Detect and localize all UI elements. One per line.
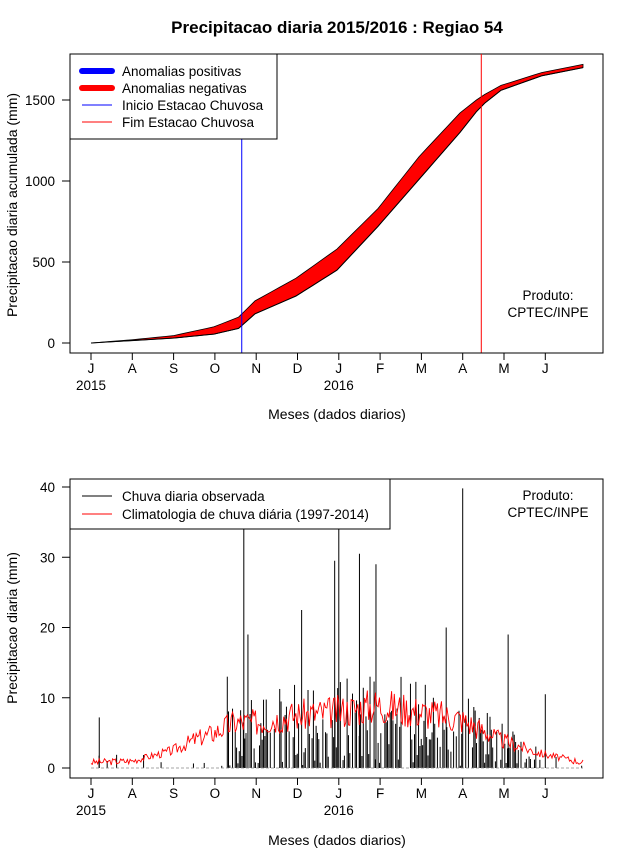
observed-cumulative-line bbox=[90, 67, 584, 344]
y-tick-label: 10 bbox=[40, 691, 55, 706]
x-year-label: 2016 bbox=[324, 803, 354, 818]
legend: Chuva diaria observada Climatologia de c… bbox=[69, 478, 391, 530]
x-tick-label: J bbox=[542, 786, 549, 801]
y-tick-label: 1500 bbox=[25, 93, 55, 108]
x-tick-label: S bbox=[169, 361, 178, 376]
x-tick-label: J bbox=[88, 361, 95, 376]
y-axis: 0 10 20 30 40 bbox=[40, 480, 70, 776]
x-tick-label: O bbox=[210, 786, 221, 801]
x-tick-label: J bbox=[542, 361, 549, 376]
x-tick-label: J bbox=[88, 786, 95, 801]
x-tick-label: J bbox=[335, 361, 342, 376]
x-tick-label: D bbox=[293, 786, 303, 801]
x-tick-label: M bbox=[416, 786, 427, 801]
x-axis: J A S O N D J F M A M J 2015 2016 bbox=[76, 777, 549, 818]
chart-title: Precipitacao diaria 2015/2016 : Regiao 5… bbox=[171, 18, 503, 37]
x-year-label: 2015 bbox=[76, 378, 106, 393]
y-tick-label: 40 bbox=[40, 480, 55, 495]
x-axis-label: Meses (dados diarios) bbox=[268, 832, 406, 848]
x-tick-label: N bbox=[251, 786, 261, 801]
legend-label-positive: Anomalias positivas bbox=[122, 64, 242, 79]
y-axis-label: Precipitacao diaria acumulada (mm) bbox=[4, 93, 20, 317]
legend-box bbox=[69, 478, 391, 530]
legend-box bbox=[69, 53, 278, 140]
x-tick-label: J bbox=[335, 786, 342, 801]
x-tick-label: S bbox=[169, 786, 178, 801]
product-label-line2: CPTEC/INPE bbox=[507, 305, 588, 320]
x-tick-label: D bbox=[293, 361, 303, 376]
product-label-line1: Produto: bbox=[522, 488, 573, 503]
legend-label-start: Inicio Estacao Chuvosa bbox=[122, 98, 264, 113]
legend-label-end: Fim Estacao Chuvosa bbox=[122, 115, 255, 130]
x-tick-label: A bbox=[128, 361, 137, 376]
y-tick-label: 500 bbox=[32, 255, 55, 270]
y-tick-label: 0 bbox=[47, 761, 55, 776]
x-tick-label: A bbox=[128, 786, 137, 801]
legend: Anomalias positivas Anomalias negativas … bbox=[69, 53, 278, 140]
x-tick-label: M bbox=[498, 786, 509, 801]
x-axis-label: Meses (dados diarios) bbox=[268, 406, 406, 422]
cumulative-chart: 0 500 1000 1500 J A S O N D J F M A M J 2015 2016 Precip… bbox=[4, 53, 604, 422]
x-axis: J A S O N D J F M A M J 2015 2016 bbox=[76, 352, 549, 393]
daily-series bbox=[90, 488, 584, 769]
product-label-line1: Produto: bbox=[522, 288, 573, 303]
y-tick-label: 0 bbox=[47, 336, 55, 351]
x-year-label: 2015 bbox=[76, 803, 106, 818]
x-tick-label: A bbox=[458, 786, 467, 801]
x-tick-label: N bbox=[251, 361, 261, 376]
x-tick-label: O bbox=[210, 361, 221, 376]
legend-label-climatology: Climatologia de chuva diária (1997-2014) bbox=[122, 507, 369, 522]
climatology-line bbox=[90, 690, 584, 766]
product-label-line2: CPTEC/INPE bbox=[507, 505, 588, 520]
y-tick-label: 1000 bbox=[25, 174, 55, 189]
x-tick-label: F bbox=[376, 786, 384, 801]
x-tick-label: M bbox=[498, 361, 509, 376]
x-tick-label: A bbox=[458, 361, 467, 376]
y-axis-label: Precipitacao diaria (mm) bbox=[4, 552, 20, 704]
legend-label-observed: Chuva diaria observada bbox=[122, 489, 265, 504]
x-year-label: 2016 bbox=[324, 378, 354, 393]
y-axis: 0 500 1000 1500 bbox=[25, 93, 70, 351]
legend-label-negative: Anomalias negativas bbox=[122, 81, 247, 96]
x-tick-label: M bbox=[416, 361, 427, 376]
y-tick-label: 20 bbox=[40, 621, 55, 636]
y-tick-label: 30 bbox=[40, 550, 55, 565]
daily-chart: 0 10 20 30 40 J A S O N D J F M A M J 2015 2016 Precipita… bbox=[4, 478, 604, 848]
x-tick-label: F bbox=[376, 361, 384, 376]
